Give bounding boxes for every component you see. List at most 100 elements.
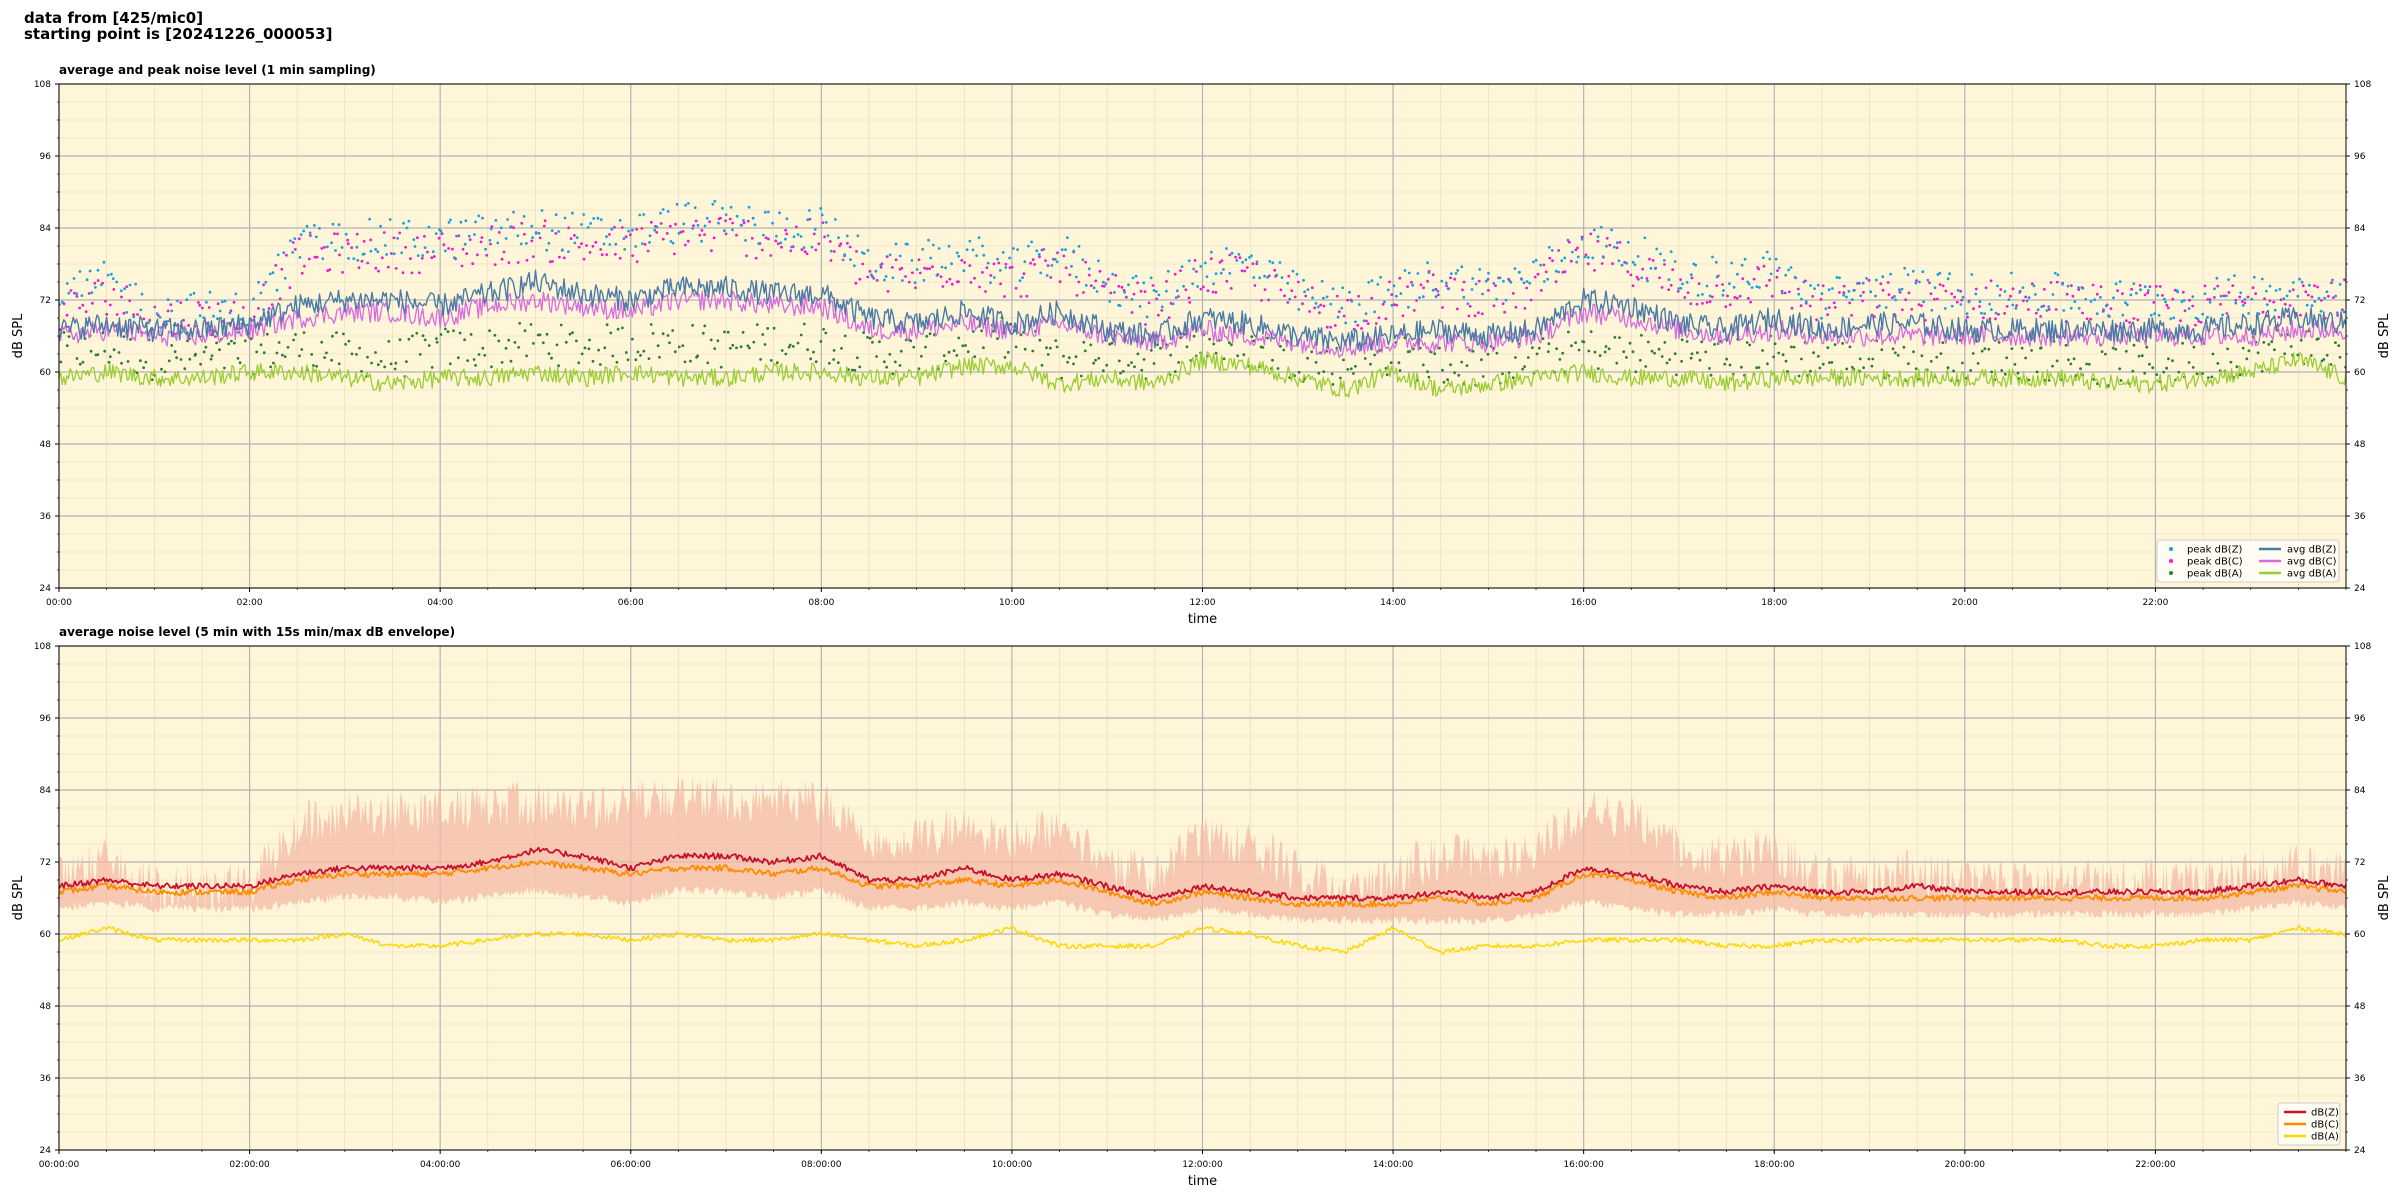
scatter-point: [1273, 268, 1277, 272]
scatter-point: [1209, 257, 1213, 261]
scatter-point: [809, 357, 813, 361]
scatter-point: [981, 271, 984, 274]
scatter-point: [753, 223, 757, 227]
scatter-point: [609, 331, 613, 335]
scatter-point: [1253, 284, 1257, 287]
scatter-point: [1286, 301, 1290, 304]
scatter-point: [1911, 269, 1915, 273]
scatter-point: [2034, 293, 2037, 296]
scatter-point: [179, 301, 183, 304]
scatter-point: [2338, 355, 2342, 359]
scatter-point: [88, 269, 92, 273]
scatter-point: [728, 217, 732, 221]
scatter-point: [1972, 307, 1975, 311]
scatter-point: [302, 229, 306, 233]
scatter-point: [963, 261, 966, 264]
scatter-point: [1701, 302, 1704, 305]
scatter-point: [340, 246, 344, 249]
scatter-point: [1097, 356, 1101, 360]
scatter-point: [1933, 286, 1937, 290]
scatter-point: [1354, 320, 1357, 324]
scatter-point: [1821, 284, 1825, 288]
scatter-point: [2243, 301, 2247, 305]
scatter-point: [1502, 279, 1505, 283]
scatter-point: [1370, 296, 1374, 300]
scatter-point: [822, 327, 825, 331]
scatter-point: [1548, 256, 1552, 260]
scatter-point: [944, 266, 947, 270]
scatter-point: [93, 281, 97, 285]
scatter-point: [1212, 282, 1215, 286]
scatter-point: [1607, 347, 1611, 351]
scatter-point: [1377, 316, 1381, 320]
scatter-point: [1187, 296, 1191, 300]
scatter-point: [2310, 304, 2314, 308]
scatter-point: [90, 291, 94, 294]
scatter-point: [531, 236, 534, 240]
scatter-point: [1523, 307, 1527, 310]
scatter-point: [1583, 255, 1587, 259]
scatter-point: [281, 353, 284, 357]
scatter-point: [1826, 346, 1830, 350]
scatter-point: [1195, 270, 1198, 273]
scatter-point: [969, 281, 973, 284]
scatter-point: [481, 216, 484, 220]
scatter-point: [1453, 371, 1456, 375]
scatter-point: [978, 285, 981, 289]
scatter-point: [999, 282, 1002, 286]
scatter-point: [1021, 276, 1024, 279]
scatter-point: [2227, 278, 2231, 281]
scatter-point: [300, 348, 304, 351]
scatter-point: [1106, 277, 1110, 281]
scatter-point: [1427, 271, 1431, 274]
scatter-point: [1456, 307, 1459, 311]
scatter-point: [2203, 292, 2207, 296]
scatter-point: [300, 271, 304, 275]
scatter-point: [1053, 257, 1057, 261]
scatter-point: [1271, 261, 1275, 265]
scatter-point: [722, 229, 726, 233]
scatter-point: [1898, 290, 1902, 294]
scatter-point: [703, 224, 707, 228]
scatter-point: [2047, 308, 2051, 311]
scatter-point: [1151, 284, 1155, 287]
scatter-point: [278, 297, 282, 301]
scatter-point: [2229, 360, 2233, 364]
scatter-point: [1539, 263, 1542, 267]
scatter-point: [223, 299, 227, 303]
scatter-point: [875, 279, 879, 282]
scatter-point: [2299, 338, 2303, 342]
scatter-point: [2061, 282, 2064, 286]
scatter-point: [129, 338, 132, 341]
scatter-point: [557, 230, 561, 233]
scatter-point: [1120, 285, 1124, 289]
scatter-point: [1638, 358, 1642, 362]
scatter-point: [1613, 336, 1617, 339]
scatter-point: [1159, 346, 1162, 350]
scatter-point: [2067, 358, 2070, 362]
scatter-point: [427, 225, 431, 229]
scatter-point: [1291, 269, 1295, 273]
scatter-point: [242, 306, 245, 309]
scatter-point: [1901, 308, 1904, 312]
scatter-point: [1234, 255, 1237, 259]
scatter-point: [1094, 279, 1098, 283]
scatter-point: [1620, 263, 1624, 267]
scatter-point: [2167, 357, 2170, 361]
scatter-point: [686, 239, 690, 243]
scatter-point: [724, 232, 728, 236]
scatter-point: [233, 341, 236, 345]
scatter-point: [1258, 276, 1262, 280]
scatter-point: [2085, 362, 2089, 366]
scatter-point: [315, 364, 318, 368]
scatter-point: [1068, 273, 1072, 277]
scatter-point: [525, 258, 529, 262]
scatter-point: [1689, 356, 1693, 360]
scatter-point: [1399, 292, 1403, 295]
x-tick-label: 02:00:00: [229, 1160, 270, 1170]
scatter-point: [1436, 289, 1440, 293]
scatter-point: [1175, 289, 1179, 293]
scatter-point: [1526, 356, 1530, 359]
scatter-point: [845, 234, 849, 238]
scatter-point: [922, 278, 926, 282]
